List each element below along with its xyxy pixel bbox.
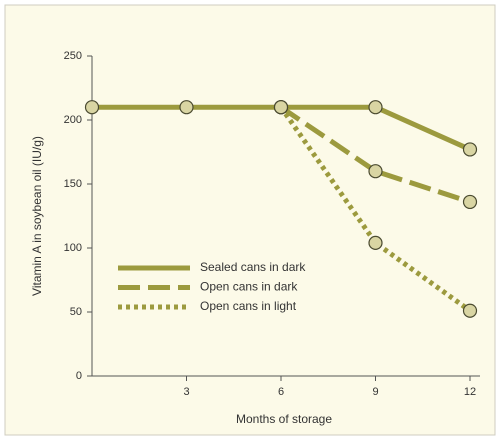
y-axis-label: Vitamin A in soybean oil (IU/g): [30, 136, 44, 296]
point-marker: [462, 303, 478, 318]
y-tick-label: 150: [64, 178, 82, 190]
x-tick-label: 12: [464, 386, 476, 398]
series-line: [278, 105, 472, 313]
y-tick-label: 100: [64, 242, 82, 254]
point-marker: [273, 100, 289, 115]
y-tick-label: 50: [70, 306, 82, 318]
y-tick-label: 250: [64, 50, 82, 62]
point-marker: [368, 164, 383, 179]
point-marker: [179, 100, 194, 115]
x-axis-label: Months of storage: [236, 412, 332, 426]
point-marker: [368, 235, 383, 250]
series-line: [279, 105, 471, 205]
panel: [4, 4, 496, 436]
point-marker: [462, 194, 478, 210]
y-tick-label: 200: [64, 114, 82, 126]
x-tick-label: 3: [183, 386, 189, 398]
x-tick-label: 9: [372, 386, 378, 398]
point-marker: [462, 142, 478, 157]
point-marker: [84, 100, 100, 115]
legend-label: Sealed cans in dark: [200, 260, 306, 274]
legend-label: Open cans in dark: [200, 280, 298, 294]
point-marker: [368, 100, 383, 115]
y-tick-label: 0: [76, 370, 82, 382]
x-tick-label: 6: [278, 386, 284, 398]
legend-label: Open cans in light: [200, 299, 297, 313]
